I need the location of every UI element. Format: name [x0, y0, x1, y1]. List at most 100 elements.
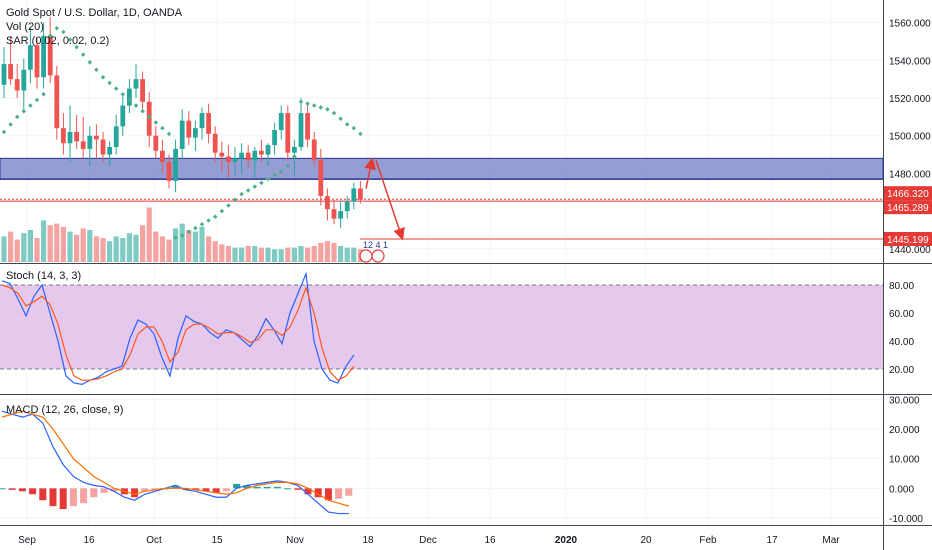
candle-body	[298, 113, 304, 148]
stoch-legend[interactable]: Stoch (14, 3, 3)	[6, 270, 82, 282]
candle-body	[305, 113, 310, 140]
symbol-title[interactable]: Gold Spot / U.S. Dollar, 1D, OANDA	[6, 7, 183, 19]
candle-body	[133, 79, 139, 89]
volume-bar	[272, 249, 278, 262]
stoch-tick-label: 80.00	[889, 281, 914, 292]
volume-bar	[298, 246, 304, 262]
volume-bar	[159, 236, 165, 262]
candle-body	[325, 196, 330, 210]
macd-histogram-bar	[131, 488, 139, 498]
sar-dot	[193, 225, 198, 231]
time-tick-label: Nov	[286, 535, 304, 546]
volume-bar	[239, 247, 245, 262]
candle-body	[61, 128, 66, 144]
candle-body	[153, 135, 159, 151]
sar-dot	[28, 103, 33, 108]
candle-body	[272, 130, 277, 146]
resistance-zone	[0, 157, 884, 180]
macd-histogram-bar	[49, 488, 57, 507]
sar-dot	[100, 75, 106, 80]
stoch-tick-label: 40.00	[889, 337, 914, 348]
volume-bar	[140, 225, 146, 262]
sar-dot	[259, 180, 264, 186]
sar-dot	[1, 129, 7, 135]
macd-histogram-bar	[18, 488, 26, 492]
macd-histogram-bar	[335, 488, 343, 499]
macd-histogram-bar	[80, 488, 88, 504]
time-tick-label: 17	[766, 535, 778, 546]
volume-bar	[324, 241, 330, 262]
sar-dot	[344, 122, 350, 127]
volume-bar	[74, 234, 80, 262]
macd-tick-label: 20.000	[889, 425, 920, 436]
candle-body	[186, 120, 192, 138]
volume-bar	[93, 236, 99, 262]
sar-dot	[252, 184, 258, 189]
volume-bar	[133, 234, 139, 262]
volume-bar	[311, 246, 317, 262]
volume-bar	[192, 231, 198, 262]
price-tag	[884, 232, 932, 247]
sar-dot	[351, 125, 357, 131]
volume-bar	[113, 236, 119, 262]
candle-body	[100, 139, 106, 155]
volume-bar	[60, 226, 66, 262]
macd-histogram-bar	[29, 488, 37, 495]
candle-body	[54, 75, 60, 129]
volume-bar	[173, 228, 179, 262]
sar-dot	[47, 33, 53, 39]
macd-legend[interactable]: MACD (12, 26, close, 9)	[6, 404, 124, 416]
candle-body	[239, 152, 244, 159]
sar-dot	[67, 37, 73, 42]
macd-histogram-bar	[284, 488, 292, 490]
candle-body	[80, 141, 86, 149]
candle-body	[265, 145, 271, 155]
sar-dot	[226, 203, 231, 208]
sar-dot	[199, 222, 205, 227]
candle-body	[28, 45, 33, 70]
sar-dot	[34, 97, 40, 103]
volume-bar	[100, 238, 106, 262]
volume-legend[interactable]: Vol (20)	[6, 21, 44, 33]
sar-dot	[239, 191, 244, 197]
candle-body	[47, 35, 53, 76]
sar-dot	[318, 105, 324, 110]
event-flag-icon	[371, 249, 385, 263]
sar-legend[interactable]: SAR (0.02, 0.02, 0.2)	[6, 35, 110, 47]
sar-dot	[219, 208, 225, 214]
sar-dot	[133, 103, 139, 108]
volume-bar	[318, 242, 324, 262]
candle-body	[107, 147, 112, 155]
volume-bar	[8, 231, 14, 262]
candle-body	[193, 128, 198, 138]
sar-dot	[265, 176, 271, 182]
macd-histogram-bar	[69, 488, 77, 507]
macd-histogram-bar	[151, 488, 159, 490]
candle-body	[160, 150, 165, 163]
candle-body	[278, 113, 284, 131]
sar-dot	[206, 218, 211, 223]
candle-body	[8, 64, 13, 80]
candle-body	[120, 105, 126, 127]
macd-histogram-bar	[100, 488, 108, 493]
candle-body	[252, 150, 258, 161]
volume-bar	[179, 223, 185, 262]
candle-body	[199, 113, 205, 129]
sar-dot	[140, 108, 145, 114]
candle-body	[285, 113, 291, 153]
candle-body	[245, 152, 251, 161]
macd-histogram-bar	[212, 488, 220, 493]
sar-dot	[74, 44, 79, 50]
macd-histogram-bar	[192, 488, 200, 490]
volume-bar	[338, 246, 344, 262]
candle-body	[311, 139, 317, 161]
candle-body	[34, 45, 40, 78]
time-tick-label: 16	[83, 535, 95, 546]
sar-dot	[80, 52, 86, 57]
volume-bar	[252, 246, 258, 262]
sar-dot	[285, 163, 291, 169]
sar-dot	[87, 59, 93, 65]
event-flag-icon	[359, 249, 373, 263]
volume-bar	[67, 231, 73, 262]
